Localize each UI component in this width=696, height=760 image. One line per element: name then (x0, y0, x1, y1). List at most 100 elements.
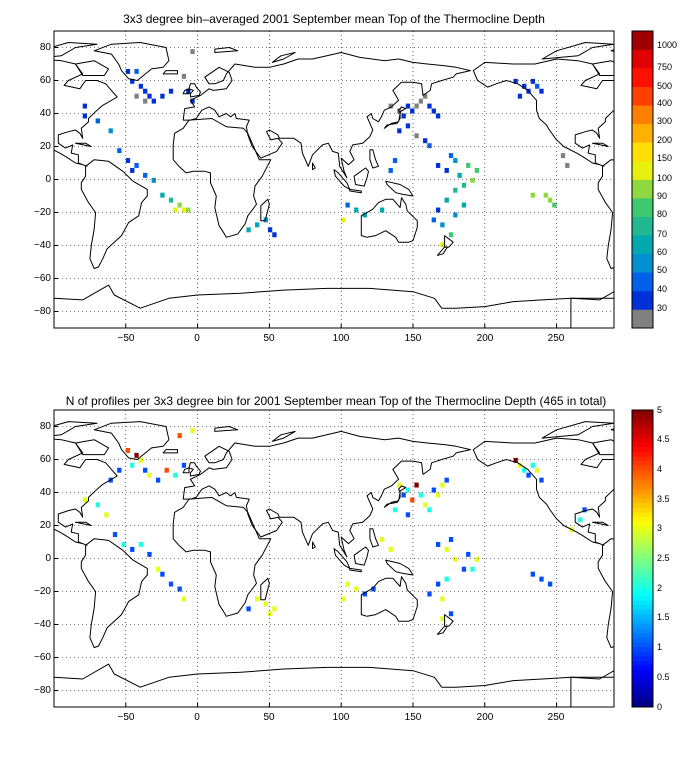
coastline-path (93, 42, 170, 81)
coastline-path (172, 118, 272, 238)
data-cell (82, 113, 88, 119)
data-cell (95, 118, 100, 124)
colorbar-frame (631, 30, 654, 329)
coastline-path (360, 576, 418, 622)
data-cell (418, 98, 424, 104)
data-cell (160, 192, 165, 198)
data-cell (435, 542, 441, 547)
colorbar-tick-label: 5 (657, 405, 662, 415)
colorbar-swatch (632, 535, 653, 541)
data-cell (530, 192, 536, 198)
colorbar-swatch (632, 665, 653, 671)
coastline-path (182, 467, 190, 474)
data-cell (530, 462, 536, 468)
data-cell (186, 88, 191, 94)
x-tick-label: 50 (263, 712, 275, 723)
colorbar-swatch (632, 423, 653, 429)
y-tick-label: 20 (40, 141, 52, 152)
coastline-path (93, 421, 170, 460)
coastline-path (260, 577, 270, 601)
coastline-path (353, 546, 369, 566)
colorbar-tick-label: 4 (657, 464, 662, 474)
colorbar-swatch (632, 600, 653, 606)
data-cell (435, 581, 441, 587)
data-cell (513, 457, 518, 463)
colorbar-swatch (632, 442, 653, 448)
colorbar-swatch (632, 572, 653, 578)
coastline-path (383, 485, 407, 508)
colorbar-swatch (632, 433, 653, 439)
colorbar-swatch (632, 526, 653, 531)
y-tick-label: 60 (40, 454, 52, 465)
data-cell (117, 148, 122, 154)
coastline-path (353, 167, 369, 187)
data-cell (82, 103, 88, 109)
data-cell (272, 232, 277, 238)
data-cell (190, 49, 195, 55)
data-cell (354, 207, 359, 213)
x-ticks: −50 0 50 100 150 200 250 (118, 712, 565, 723)
data-cell (246, 227, 251, 233)
data-cell (517, 93, 523, 99)
colorbar-swatch (632, 253, 653, 273)
colorbar-tick-label: 750 (657, 62, 672, 72)
data-cell (414, 482, 419, 488)
coastline-path (271, 52, 296, 63)
data-cell (530, 571, 536, 577)
x-tick-label: 100 (333, 333, 350, 344)
coastline-path (592, 521, 609, 526)
data-cell (547, 581, 553, 587)
colorbar-tick-label: 2.5 (657, 553, 670, 563)
coastline-path (312, 541, 316, 550)
coastline-path (383, 106, 407, 129)
data-cell (461, 202, 467, 208)
coastline-path (592, 439, 614, 456)
coastline-path (444, 235, 454, 248)
colorbar-tick-label: 100 (657, 173, 672, 183)
data-cell (547, 197, 553, 203)
grid (54, 410, 614, 707)
data-cell (181, 596, 187, 602)
coastline-path (369, 149, 379, 169)
data-cell (414, 133, 419, 139)
data-cell (362, 212, 368, 218)
data-cell (440, 596, 445, 602)
data-cell (582, 507, 587, 513)
data-cell (435, 207, 441, 213)
colorbar-swatch (632, 498, 653, 504)
data-cell (453, 556, 458, 562)
colorbar-tick-label: 3 (657, 523, 662, 533)
data-cell (246, 606, 251, 612)
colorbar-swatch (632, 660, 653, 666)
colorbar-swatch (632, 456, 653, 462)
data-cell (186, 207, 191, 213)
colorbar-swatch (632, 414, 653, 420)
data-cell (147, 551, 152, 557)
colorbar-swatch (632, 577, 653, 582)
y-tick-label: −40 (34, 619, 51, 630)
coastline-path (260, 198, 270, 222)
colorbar-swatch (632, 679, 653, 685)
colorbar-tick-label: 1 (657, 642, 662, 652)
panel-profile-count: N of profiles per 3x3 degree bin for 200… (34, 394, 696, 723)
colorbar-swatch (632, 567, 653, 573)
colorbar-tick-label: 150 (657, 153, 672, 163)
data-cell (423, 138, 428, 144)
data-cell (130, 167, 135, 173)
colorbar-swatch (632, 479, 653, 485)
data-cell (543, 192, 548, 198)
colorbar-swatch (632, 604, 653, 610)
colorbar-swatch (632, 179, 653, 199)
data-cell (177, 586, 182, 592)
data-cell (181, 207, 187, 213)
data-cell (453, 212, 458, 218)
colorbar-swatch (632, 544, 653, 550)
data-cell (405, 123, 411, 129)
data-cell (138, 83, 144, 89)
data-cell (427, 143, 432, 149)
coastline-path (690, 497, 696, 616)
data-cell (444, 197, 449, 203)
coastline-path (680, 450, 694, 453)
colorbar-swatch (632, 609, 653, 615)
data-cell (539, 576, 544, 582)
